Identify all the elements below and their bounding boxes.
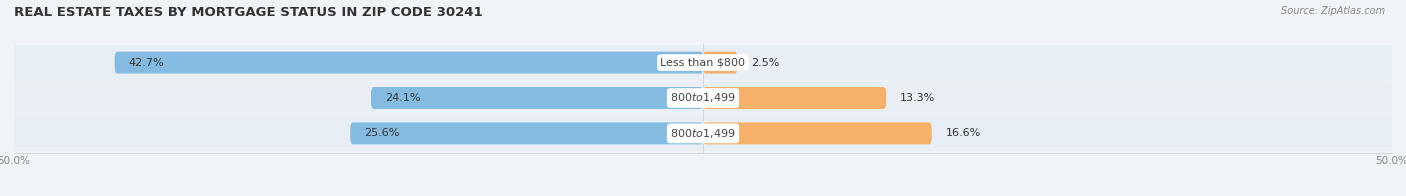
Text: 25.6%: 25.6%: [364, 128, 399, 138]
Text: Less than $800: Less than $800: [661, 58, 745, 68]
Text: $800 to $1,499: $800 to $1,499: [671, 92, 735, 104]
FancyBboxPatch shape: [14, 81, 1392, 115]
FancyBboxPatch shape: [115, 52, 703, 74]
Text: 24.1%: 24.1%: [385, 93, 420, 103]
FancyBboxPatch shape: [14, 45, 1392, 80]
Text: 13.3%: 13.3%: [900, 93, 935, 103]
FancyBboxPatch shape: [371, 87, 703, 109]
Text: Source: ZipAtlas.com: Source: ZipAtlas.com: [1281, 6, 1385, 16]
Text: REAL ESTATE TAXES BY MORTGAGE STATUS IN ZIP CODE 30241: REAL ESTATE TAXES BY MORTGAGE STATUS IN …: [14, 6, 482, 19]
Text: $800 to $1,499: $800 to $1,499: [671, 127, 735, 140]
Text: 16.6%: 16.6%: [945, 128, 981, 138]
FancyBboxPatch shape: [703, 122, 932, 144]
FancyBboxPatch shape: [703, 52, 738, 74]
FancyBboxPatch shape: [703, 87, 886, 109]
FancyBboxPatch shape: [350, 122, 703, 144]
Text: 2.5%: 2.5%: [751, 58, 779, 68]
FancyBboxPatch shape: [14, 116, 1392, 151]
Text: 42.7%: 42.7%: [128, 58, 165, 68]
